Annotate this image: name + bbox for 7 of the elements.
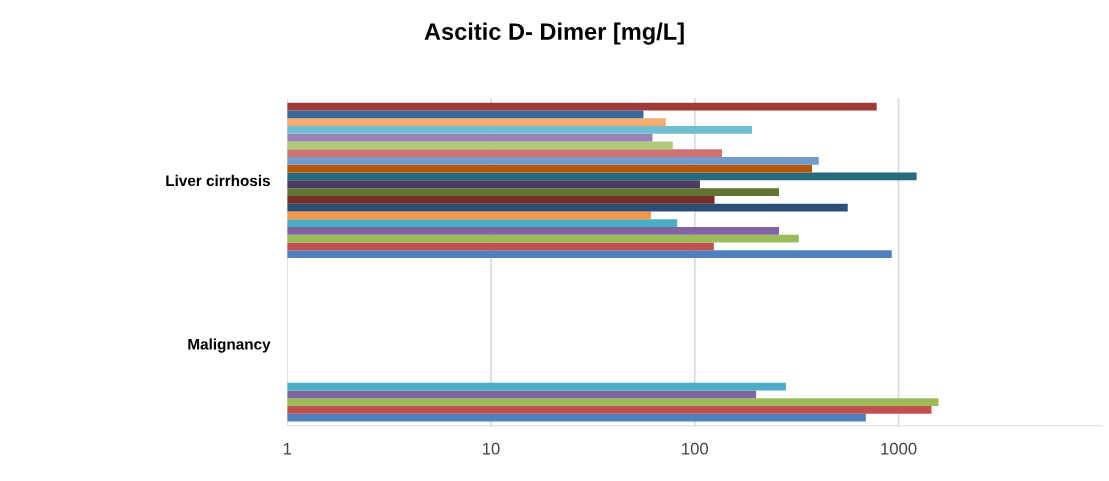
chart-title: Ascitic D- Dimer [mg/L] xyxy=(424,22,684,45)
x-tick-label: 1000 xyxy=(881,442,917,455)
x-tick-label: 1 xyxy=(283,442,292,455)
x-tick-label: 10 xyxy=(483,442,500,455)
y-tick-label: Malignancy xyxy=(188,338,271,353)
y-tick-label: Liver cirrhosis xyxy=(166,174,270,187)
x-tick-label: 100 xyxy=(682,442,709,455)
